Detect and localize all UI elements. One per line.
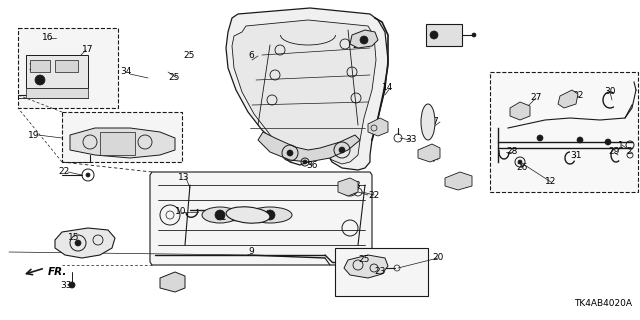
Circle shape [75,240,81,246]
Text: 24: 24 [352,42,364,51]
Circle shape [339,147,345,153]
Text: 28: 28 [506,148,517,156]
Bar [426,24,462,46]
Text: 14: 14 [382,84,394,92]
Circle shape [287,150,293,156]
Text: 2: 2 [626,148,632,156]
Text: 23: 23 [100,143,111,153]
Bar [62,112,182,162]
Text: 9: 9 [248,247,253,257]
Polygon shape [338,178,358,196]
Text: 17: 17 [82,45,93,54]
Bar [100,132,135,155]
Text: 1: 1 [618,140,624,149]
Polygon shape [232,20,376,164]
Circle shape [472,33,476,37]
Polygon shape [510,102,530,120]
Circle shape [303,160,307,164]
Polygon shape [344,255,388,278]
Text: 26: 26 [516,164,527,172]
Polygon shape [258,132,360,162]
Text: 22: 22 [58,167,69,177]
Text: 19: 19 [28,131,40,140]
Text: 21: 21 [28,63,40,73]
Text: 30: 30 [604,87,616,97]
Circle shape [605,139,611,145]
Circle shape [360,36,368,44]
Circle shape [69,282,75,288]
Text: 11: 11 [216,213,227,222]
Text: 20: 20 [432,253,444,262]
Text: 5: 5 [166,278,172,287]
Text: 34: 34 [120,68,131,76]
Polygon shape [55,228,115,258]
Polygon shape [226,8,388,170]
Text: 18: 18 [350,180,362,189]
Text: FR.: FR. [48,267,67,277]
Circle shape [537,135,543,141]
Text: 25: 25 [168,74,179,83]
Polygon shape [150,172,372,265]
Bar [30,60,50,72]
Circle shape [577,137,583,143]
Text: 29: 29 [608,148,620,156]
Text: 33: 33 [405,135,417,145]
Polygon shape [368,118,388,136]
Text: 25: 25 [358,255,369,265]
Text: 23: 23 [374,268,385,276]
Text: 36: 36 [306,161,317,170]
Text: TK4AB4020A: TK4AB4020A [574,299,632,308]
Circle shape [265,210,275,220]
Text: 31: 31 [570,151,582,161]
Ellipse shape [226,207,270,223]
Polygon shape [160,272,185,292]
Text: 16: 16 [42,34,54,43]
Text: 32: 32 [572,92,584,100]
Ellipse shape [248,207,292,223]
Bar [18,28,118,108]
Polygon shape [70,128,175,158]
Text: 8: 8 [382,125,388,134]
Bar [490,72,638,192]
Polygon shape [418,144,440,162]
Text: 27: 27 [530,93,541,102]
Polygon shape [350,30,378,48]
Text: 10: 10 [175,207,186,217]
Circle shape [86,173,90,177]
Ellipse shape [421,104,435,140]
Bar [55,60,78,72]
Text: 12: 12 [545,178,556,187]
Circle shape [430,31,438,39]
Text: 13: 13 [178,173,189,182]
Polygon shape [558,90,578,108]
Ellipse shape [202,207,238,223]
Circle shape [215,210,225,220]
Circle shape [518,160,522,164]
Circle shape [35,75,45,85]
Text: 4: 4 [430,156,436,164]
Text: 35: 35 [448,31,460,41]
Text: 6: 6 [248,52,253,60]
Text: 15: 15 [68,234,79,243]
Polygon shape [445,172,472,190]
Text: 22: 22 [368,190,380,199]
Text: 25: 25 [183,52,195,60]
Text: 3: 3 [462,180,468,189]
Text: 7: 7 [432,117,438,126]
Bar [335,248,428,296]
Bar [26,55,88,88]
Text: 33: 33 [60,282,72,291]
Bar [26,88,88,98]
